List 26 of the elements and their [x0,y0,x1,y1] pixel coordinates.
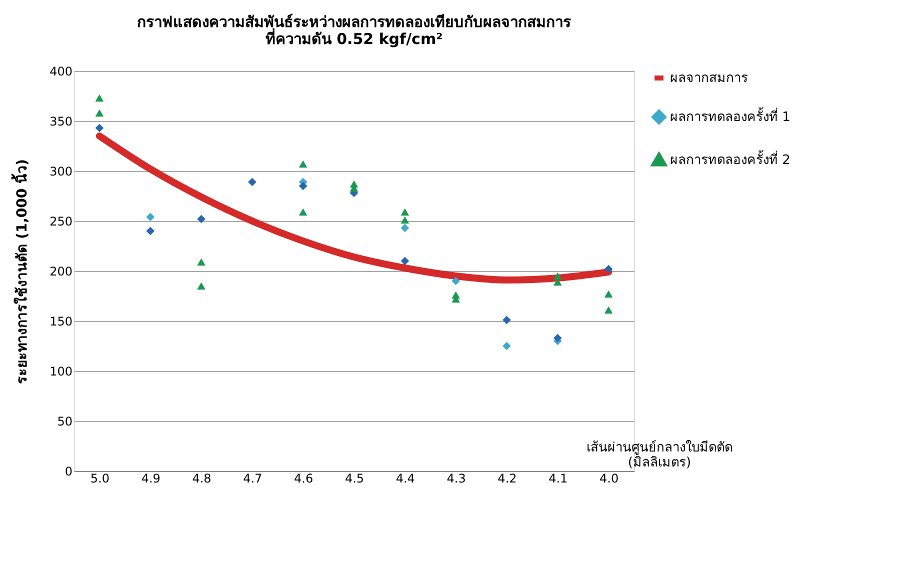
legend-label: ผลการทดลองครั้งที่ 1 [670,107,790,125]
y-tick-label: 250 [50,214,72,228]
legend-label: ผลจากสมการ [670,71,748,86]
x-tick-label: 4.1 [548,472,568,486]
x-tick-label: 5.0 [90,472,110,486]
x-tick-label: 4.2 [498,472,517,486]
x-axis-title: เส้นผ่านศูนย์กลางใบมีดตัด (มิลลิเมตร) [586,440,732,470]
y-tick-label: 400 [50,64,72,78]
x-tick-label: 4.7 [243,472,262,486]
x-tick-label: 4.6 [294,472,314,486]
legend-label: ผลการทดลองครั้งที่ 2 [670,150,790,168]
text: ที่ความดัน 0.52 kgf/cm² [265,30,443,48]
x-tick-label: 4.5 [344,472,364,486]
y-tick-label: 0 [64,464,72,478]
y-tick-label: 100 [50,364,72,378]
x-tick-label: 4.9 [141,472,160,486]
x-tick-label: 4.0 [600,472,619,486]
y-axis-title: ระยะทางการใช้งานตัด (1,000 นิ้ว) [10,159,31,384]
y-tick-label: 150 [50,314,72,328]
y-tick-label: 300 [50,164,72,178]
x-tick-label: 4.8 [192,472,212,486]
x-tick-label: 4.3 [446,472,466,486]
y-tick-label: 50 [57,414,72,428]
y-tick-label: 200 [50,264,72,278]
x-tick-label: 4.4 [396,472,415,486]
y-tick-label: 350 [50,114,72,128]
